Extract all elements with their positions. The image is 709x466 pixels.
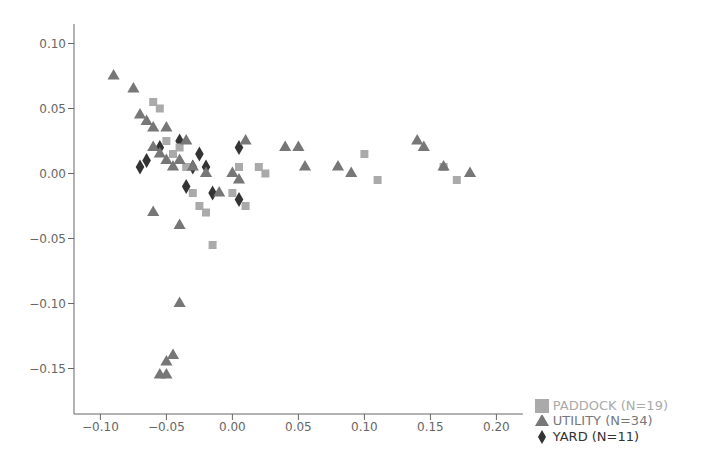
svg-text:0.20: 0.20 xyxy=(483,420,510,434)
svg-text:0.05: 0.05 xyxy=(285,420,312,434)
html-text:UTILITY (N=34): UTILITY (N=34) xyxy=(552,413,653,428)
svg-text:0.10: 0.10 xyxy=(39,37,66,51)
html-text:YARD (N=11): YARD (N=11) xyxy=(552,428,640,444)
svg-text:−0.05: −0.05 xyxy=(29,232,66,246)
svg-text:0.15: 0.15 xyxy=(417,420,444,434)
svg-text:0.00: 0.00 xyxy=(39,167,66,181)
svg-text:0.05: 0.05 xyxy=(39,102,66,116)
svg-text:−0.05: −0.05 xyxy=(148,420,185,434)
svg-text:−0.10: −0.10 xyxy=(29,297,66,311)
svg-text:−0.15: −0.15 xyxy=(29,362,66,376)
svg-text:0.00: 0.00 xyxy=(219,420,246,434)
html-text:PADDOCK (N=19): PADDOCK (N=19) xyxy=(552,397,668,413)
svg-text:0.10: 0.10 xyxy=(351,420,378,434)
svg-text:−0.10: −0.10 xyxy=(82,420,119,434)
